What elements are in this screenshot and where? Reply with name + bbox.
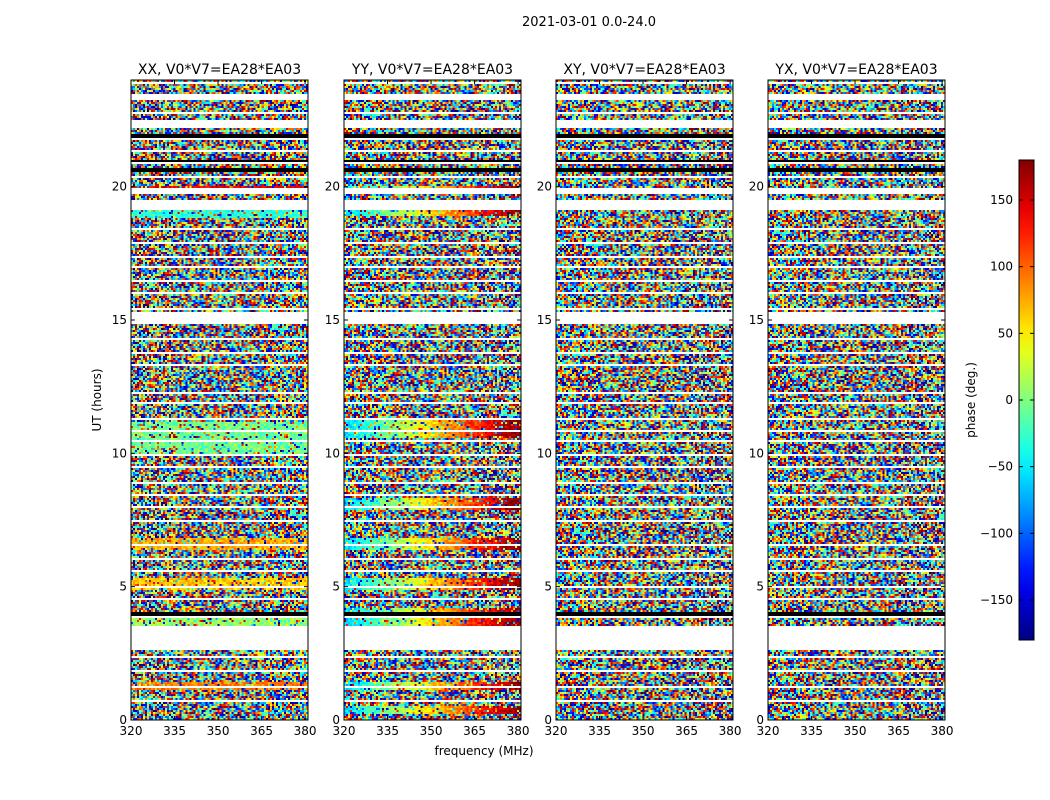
x-tick-label: 380 [294, 724, 317, 738]
y-tick-label: 5 [119, 580, 127, 594]
colorbar-tick-label: −50 [988, 460, 1013, 474]
heatmap-image [556, 80, 733, 720]
colorbar-tick-label: 0 [1005, 393, 1013, 407]
x-tick-label: 335 [588, 724, 611, 738]
plot-frame [767, 79, 946, 721]
y-tick-label: 0 [544, 713, 552, 727]
plot-frame [555, 79, 734, 721]
x-tick-label: 320 [545, 724, 568, 738]
y-tick-label: 10 [112, 446, 127, 460]
y-tick-label: 20 [749, 180, 764, 194]
panel-title: XY, V0*V7=EA28*EA03 [563, 62, 725, 78]
x-tick-label: 320 [757, 724, 780, 738]
panel-title: XX, V0*V7=EA28*EA03 [138, 62, 301, 78]
y-tick-label: 0 [119, 713, 127, 727]
colorbar-tick-label: −100 [980, 526, 1013, 540]
panel-3: XY, V0*V7=EA28*EA03 320 335 350 365 380 0 5 10 15… [537, 62, 742, 738]
y-tick-label: 15 [112, 313, 127, 327]
y-tick-label: 20 [537, 180, 552, 194]
x-tick-label: 380 [507, 724, 530, 738]
y-tick-label: 10 [325, 446, 340, 460]
colorbar-tick-label: −150 [980, 593, 1013, 607]
y-tick-label: 0 [756, 713, 764, 727]
colorbar-tick-label: 50 [998, 326, 1013, 340]
x-tick-label: 335 [800, 724, 823, 738]
x-tick-label: 350 [844, 724, 867, 738]
heatmap-image [344, 80, 521, 720]
y-tick-label: 10 [537, 446, 552, 460]
panel-1: XX, V0*V7=EA28*EA03 320 335 350 365 380 0 5 10 15… [112, 62, 317, 738]
x-tick-label: 350 [420, 724, 443, 738]
heatmap-image [768, 80, 945, 720]
x-tick-label: 365 [887, 724, 910, 738]
colorbar: 150 100 50 0 −50 −100 −150 phase (deg.) [964, 159, 1035, 641]
colorbar-label: phase (deg.) [964, 362, 978, 438]
x-tick-label: 320 [120, 724, 143, 738]
y-tick-label: 5 [544, 580, 552, 594]
panels: XX, V0*V7=EA28*EA03 320 335 350 365 380 0 5 10 15… [112, 62, 954, 738]
y-tick-label: 15 [537, 313, 552, 327]
y-axis-label: UT (hours) [90, 368, 104, 431]
heatmap-image [131, 80, 308, 720]
x-tick-label: 365 [250, 724, 273, 738]
x-tick-label: 365 [675, 724, 698, 738]
panel-title: YY, V0*V7=EA28*EA03 [351, 62, 513, 78]
figure-suptitle: 2021-03-01 0.0-24.0 [522, 15, 656, 30]
y-tick-label: 5 [332, 580, 340, 594]
x-tick-label: 350 [632, 724, 655, 738]
y-tick-label: 15 [749, 313, 764, 327]
x-axis-label: frequency (MHz) [434, 744, 533, 758]
y-tick-label: 20 [112, 180, 127, 194]
y-tick-label: 20 [325, 180, 340, 194]
panel-4: YX, V0*V7=EA28*EA03 320 335 350 365 380 0 5 10 15… [749, 62, 954, 738]
y-tick-label: 10 [749, 446, 764, 460]
y-tick-label: 5 [756, 580, 764, 594]
x-tick-label: 335 [163, 724, 186, 738]
panel-title: YX, V0*V7=EA28*EA03 [774, 62, 937, 78]
plot-frame [343, 79, 522, 721]
panel-2: YY, V0*V7=EA28*EA03 320 335 350 365 380 0 5 10 15… [325, 62, 530, 738]
plot-frame [130, 79, 309, 721]
x-tick-label: 365 [463, 724, 486, 738]
colorbar-tick-label: 100 [990, 260, 1013, 274]
x-tick-label: 380 [719, 724, 742, 738]
x-tick-label: 320 [333, 724, 356, 738]
y-tick-label: 15 [325, 313, 340, 327]
x-tick-label: 335 [376, 724, 399, 738]
y-tick-label: 0 [332, 713, 340, 727]
colorbar-tick-label: 150 [990, 193, 1013, 207]
x-tick-label: 350 [207, 724, 230, 738]
x-tick-label: 380 [931, 724, 954, 738]
